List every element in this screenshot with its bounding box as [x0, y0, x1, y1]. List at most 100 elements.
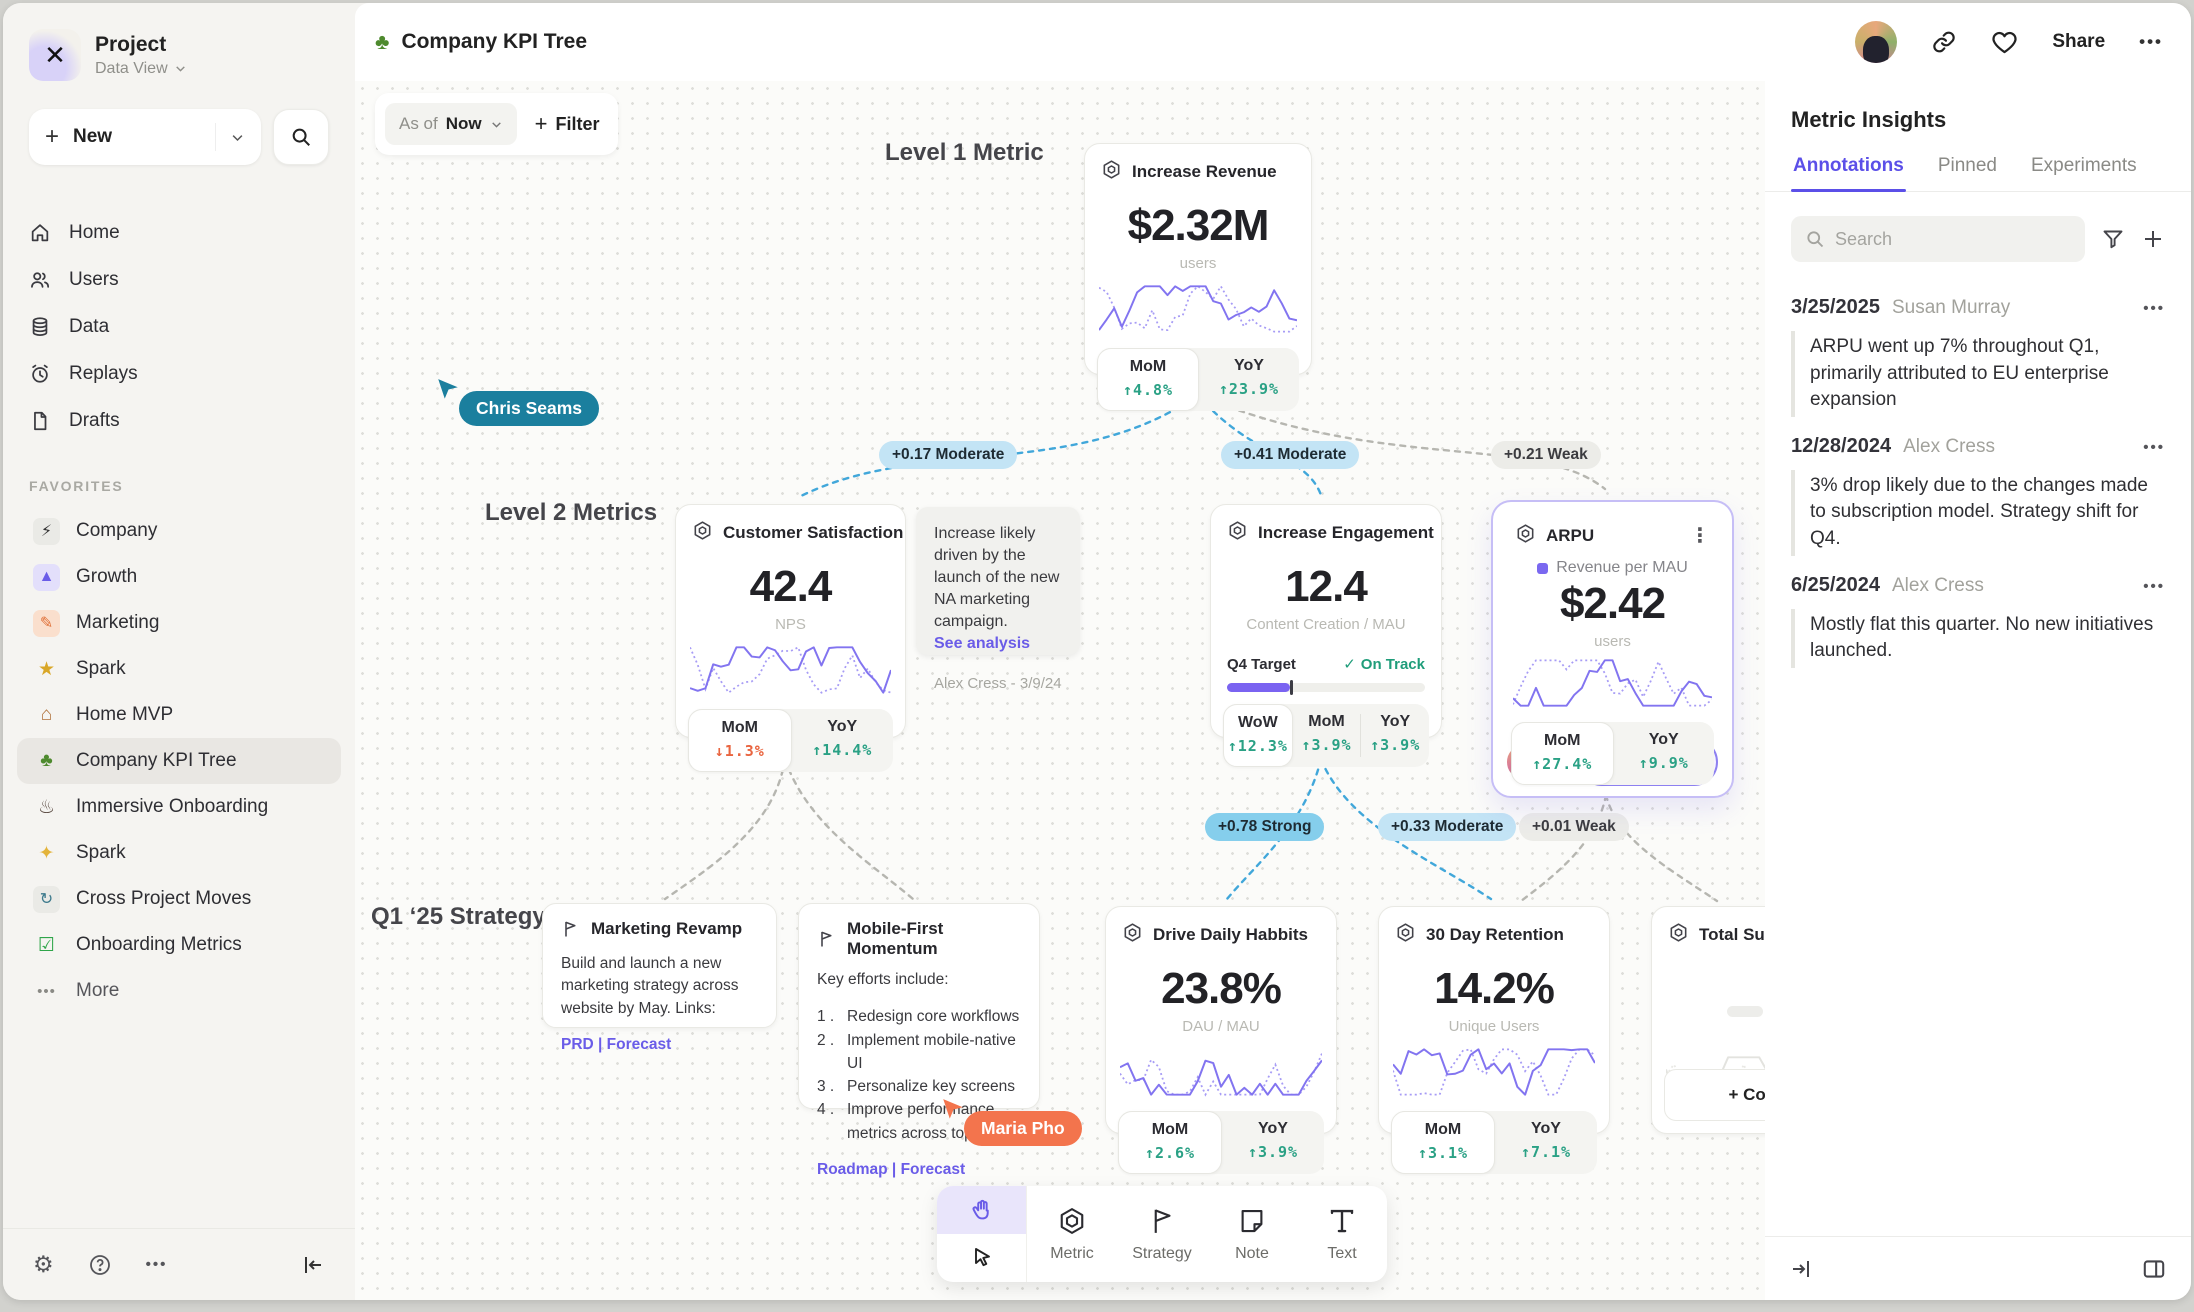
share-button[interactable]: Share: [2052, 31, 2106, 52]
metric-card-increase-revenue[interactable]: Increase Revenue $2.32M users MoM ↑4.8% …: [1084, 143, 1312, 411]
collapse-panel-icon[interactable]: [1789, 1257, 1813, 1281]
metric-card-drive-daily-habbits[interactable]: Drive Daily Habbits 23.8% DAU / MAU MoM …: [1105, 906, 1337, 1174]
filter-button[interactable]: + Filter: [535, 111, 600, 137]
sidebar-item-spark[interactable]: ★ Spark: [17, 646, 341, 692]
sidebar-item-growth[interactable]: ▲ Growth: [17, 554, 341, 600]
correlation-badge[interactable]: +0.33 Moderate: [1378, 813, 1517, 841]
delta-mom[interactable]: MoM ↑4.8%: [1097, 348, 1199, 411]
delta-yoy[interactable]: YoY ↑14.4%: [812, 718, 873, 759]
metric-hexagon-icon: [1227, 520, 1248, 546]
add-annotation-icon[interactable]: [2141, 227, 2165, 251]
metric-card-30-day-retention[interactable]: 30 Day Retention 14.2% Unique Users MoM …: [1378, 906, 1610, 1174]
metric-value: 14.2%: [1434, 964, 1555, 1013]
delta-yoy[interactable]: YoY ↑23.9%: [1218, 357, 1280, 398]
hand-tool-button[interactable]: [937, 1186, 1026, 1234]
sidebar-item-data[interactable]: Data: [3, 303, 355, 350]
delta-mom[interactable]: MoM ↑3.9%: [1301, 713, 1352, 754]
connect-data-button[interactable]: + Connec: [1664, 1069, 1765, 1121]
card-menu-icon[interactable]: ⋮: [1690, 525, 1710, 547]
tab-annotations[interactable]: Annotations: [1791, 155, 1906, 192]
sidebar-item-immersive-onboarding[interactable]: ♨ Immersive Onboarding: [17, 784, 341, 830]
annotation-menu-icon[interactable]: •••: [2143, 300, 2165, 317]
sidebar-item-cross-project-moves[interactable]: ↻ Cross Project Moves: [17, 876, 341, 922]
settings-gear-icon[interactable]: ⚙: [33, 1251, 54, 1277]
correlation-badge[interactable]: +0.21 Weak: [1491, 441, 1601, 469]
see-analysis-link[interactable]: See analysis: [934, 635, 1031, 653]
strategy-links[interactable]: Roadmap | Forecast: [817, 1160, 966, 1178]
sidebar-item-company[interactable]: ⚡ Company: [17, 508, 341, 554]
sidebar-item-home[interactable]: Home: [3, 209, 355, 256]
sidebar-item-label: Users: [69, 268, 119, 290]
strategy-links[interactable]: PRD | Forecast: [561, 1036, 672, 1054]
correlation-badge[interactable]: +0.78 Strong: [1205, 813, 1325, 841]
text-tool-button[interactable]: Text: [1297, 1186, 1387, 1282]
kpi-tree-canvas[interactable]: As of Now + Filter Level 1 Metric Level …: [355, 81, 1765, 1300]
annotation-menu-icon[interactable]: •••: [2143, 438, 2165, 456]
delta-mom[interactable]: MoM ↑2.6%: [1118, 1111, 1222, 1174]
wave-icon: ↻: [33, 885, 60, 913]
strategy-tool-button[interactable]: Strategy: [1117, 1186, 1207, 1282]
metric-card-arpu-selected[interactable]: ARPU ⋮ Revenue per MAU $2.42 users Mo: [1491, 500, 1734, 798]
help-icon[interactable]: [88, 1253, 112, 1277]
delta-yoy[interactable]: YoY ↑9.9%: [1638, 731, 1689, 772]
project-switcher[interactable]: ✕ Project Data View: [3, 29, 355, 81]
delta-mom[interactable]: MoM ↑27.4%: [1511, 722, 1614, 785]
sidebar-item-drafts[interactable]: Drafts: [3, 397, 355, 444]
delta-yoy[interactable]: YoY ↑7.1%: [1520, 1120, 1572, 1161]
project-name: Project: [95, 32, 167, 56]
copy-link-icon[interactable]: [1931, 29, 1957, 55]
favorite-heart-icon[interactable]: [1991, 29, 2018, 56]
header-overflow-icon[interactable]: •••: [2139, 32, 2163, 51]
sidebar-item-company-kpi-tree[interactable]: ♣ Company KPI Tree: [17, 738, 341, 784]
filter-funnel-icon[interactable]: [2101, 227, 2125, 251]
tab-pinned[interactable]: Pinned: [1937, 155, 1997, 176]
collapse-sidebar-icon[interactable]: [301, 1253, 325, 1277]
user-avatar[interactable]: [1855, 21, 1898, 63]
delta-wow[interactable]: WoW ↑12.3%: [1223, 704, 1293, 767]
annotation-item[interactable]: 6/25/2024 Alex Cress ••• Mostly flat thi…: [1765, 566, 2191, 678]
annotation-item[interactable]: 12/28/2024 Alex Cress ••• 3% drop likely…: [1765, 427, 2191, 566]
rocket-icon: ▲: [33, 563, 60, 591]
split-view-icon[interactable]: [2141, 1256, 2167, 1282]
sidebar-item-spark-2[interactable]: ✦ Spark: [17, 830, 341, 876]
delta-yoy[interactable]: YoY ↑3.9%: [1370, 713, 1421, 754]
metric-card-total-subscriptions[interactable]: Total Subscript + Connec: [1651, 906, 1765, 1134]
project-logo-glyph: ✕: [44, 39, 66, 70]
strategy-body: Build and launch a new marketing strateg…: [561, 955, 739, 1017]
annotation-note-card[interactable]: Increase likely driven by the launch of …: [916, 507, 1080, 692]
delta-mom[interactable]: MoM ↓1.3%: [688, 709, 792, 772]
ellipsis-icon: •••: [37, 982, 56, 1000]
correlation-badge[interactable]: +0.41 Moderate: [1221, 441, 1360, 469]
annotation-menu-icon[interactable]: •••: [2143, 577, 2165, 595]
sidebar-search-button[interactable]: [273, 109, 329, 165]
strategy-card-mobile-first-momentum[interactable]: Mobile-First Momentum Key efforts includ…: [798, 903, 1040, 1178]
new-button[interactable]: + New: [29, 109, 261, 165]
sidebar-item-replays[interactable]: Replays: [3, 350, 355, 397]
sidebar-item-onboarding-metrics[interactable]: ☑ Onboarding Metrics: [17, 922, 341, 968]
search-input[interactable]: [1835, 228, 2071, 250]
metric-tool-button[interactable]: Metric: [1027, 1186, 1117, 1282]
note-tool-button[interactable]: Note: [1207, 1186, 1297, 1282]
sidebar-item-home-mvp[interactable]: ⌂ Home MVP: [17, 692, 341, 738]
correlation-badge[interactable]: +0.17 Moderate: [879, 441, 1018, 469]
tab-experiments[interactable]: Experiments: [2031, 155, 2137, 176]
sidebar-item-marketing[interactable]: ✎ Marketing: [17, 600, 341, 646]
annotation-date: 12/28/2024: [1791, 434, 1892, 457]
sidebar-item-more[interactable]: ••• More: [17, 968, 341, 1014]
metric-title: 30 Day Retention: [1426, 925, 1564, 944]
favorite-label: Spark: [76, 842, 126, 863]
correlation-badge[interactable]: +0.01 Weak: [1519, 813, 1629, 841]
annotation-item[interactable]: 3/25/2025 Susan Murray ••• ARPU went up …: [1765, 288, 2191, 427]
metric-card-increase-engagement[interactable]: Increase Engagement 12.4 Content Creatio…: [1210, 504, 1442, 767]
strategy-card-marketing-revamp[interactable]: Marketing Revamp Build and launch a new …: [542, 903, 777, 1053]
overflow-menu-icon[interactable]: •••: [145, 1256, 168, 1273]
sidebar-item-users[interactable]: Users: [3, 256, 355, 303]
select-tool-button[interactable]: [937, 1234, 1026, 1282]
project-view-label: Data View: [95, 59, 168, 77]
annotations-search[interactable]: [1791, 216, 2085, 262]
metric-card-customer-satisfaction[interactable]: Customer Satisfaction 42.4 NPS MoM ↓1.3%…: [675, 504, 906, 772]
delta-mom[interactable]: MoM ↑3.1%: [1391, 1111, 1495, 1174]
delta-yoy[interactable]: YoY ↑3.9%: [1247, 1120, 1299, 1161]
new-dropdown-chevron[interactable]: [215, 123, 245, 151]
as-of-selector[interactable]: As of Now: [385, 103, 517, 145]
